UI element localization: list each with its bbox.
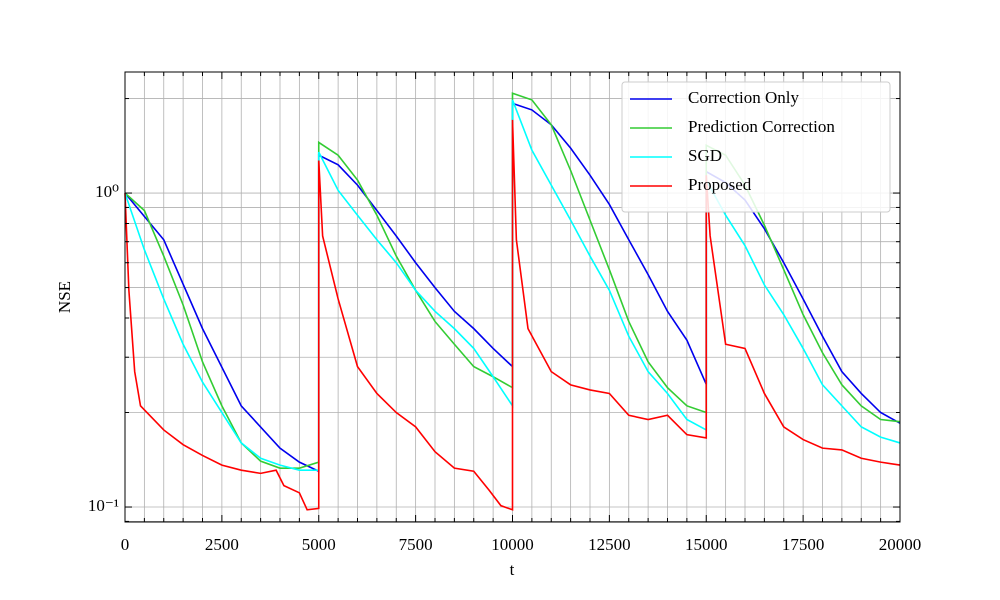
x-tick-label: 2500 bbox=[205, 535, 239, 554]
legend-label: SGD bbox=[688, 146, 722, 165]
legend-label: Correction Only bbox=[688, 88, 799, 107]
x-tick-label: 12500 bbox=[588, 535, 631, 554]
legend-box bbox=[621, 81, 891, 213]
x-tick-label: 10000 bbox=[491, 535, 534, 554]
legend: Correction Only Prediction Correction SGD P… bbox=[621, 81, 891, 213]
x-tick-label: 7500 bbox=[399, 535, 433, 554]
x-tick-label: 0 bbox=[121, 535, 130, 554]
x-axis-label: t bbox=[510, 560, 515, 579]
x-tick-label: 5000 bbox=[302, 535, 336, 554]
y-tick-label: 10⁻¹ bbox=[88, 496, 119, 515]
y-tick-label: 10⁰ bbox=[95, 182, 119, 201]
y-axis-label: NSE bbox=[55, 281, 74, 313]
data-line bbox=[124, 119, 901, 511]
x-tick-label: 15000 bbox=[685, 535, 728, 554]
x-tick-label: 17500 bbox=[782, 535, 825, 554]
x-tick-label: 20000 bbox=[879, 535, 922, 554]
legend-label: Proposed bbox=[688, 175, 752, 194]
legend-label: Prediction Correction bbox=[688, 117, 835, 136]
